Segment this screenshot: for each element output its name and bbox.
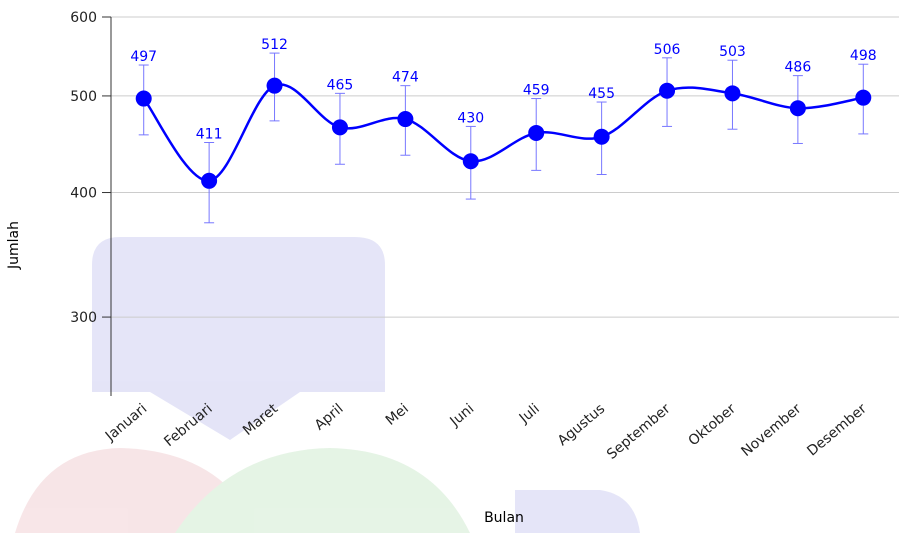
x-tick-label: Juni: [447, 401, 478, 430]
x-tick-label: Desember: [804, 401, 870, 460]
data-label: 411: [196, 127, 223, 143]
data-label: 512: [261, 37, 288, 53]
y-tick-label: 400: [70, 186, 97, 202]
point: [463, 153, 479, 169]
x-tick-label: November: [738, 401, 804, 460]
data-label: 486: [785, 60, 812, 76]
point: [267, 78, 283, 94]
data-label: 430: [457, 110, 484, 126]
point: [594, 129, 610, 145]
point: [332, 119, 348, 135]
x-tick-label: September: [604, 401, 674, 463]
point: [659, 83, 675, 99]
y-tick-label: 600: [70, 10, 97, 26]
x-tick-label: Oktober: [686, 401, 740, 450]
x-tick-label: Januari: [102, 401, 150, 445]
y-tick-label: 500: [70, 89, 97, 105]
point: [136, 91, 152, 107]
data-label: 498: [850, 48, 877, 64]
point: [790, 100, 806, 116]
data-label: 455: [588, 86, 615, 102]
data-label: 503: [719, 44, 746, 60]
data-label: 497: [130, 49, 157, 65]
point: [397, 111, 413, 127]
data-label: 459: [523, 83, 550, 99]
data-label: 474: [392, 70, 419, 86]
background-decoration: [15, 237, 640, 533]
data-label: 465: [327, 77, 354, 93]
x-tick-label: Mei: [383, 401, 412, 429]
x-tick-label: Agustus: [555, 401, 608, 449]
point: [201, 173, 217, 189]
y-axis-title: Jumlah: [6, 221, 22, 270]
x-axis-title: Bulan: [484, 510, 524, 526]
y-tick-label: 300: [70, 310, 97, 326]
x-tick-label: April: [312, 401, 347, 434]
point: [528, 125, 544, 141]
data-label: 506: [654, 42, 681, 58]
chart: Jumlah Bulan 300400500600JanuariFebruari…: [0, 0, 899, 533]
x-tick-label: Juli: [516, 401, 543, 427]
point: [855, 90, 871, 106]
point: [724, 85, 740, 101]
line: [144, 84, 864, 180]
